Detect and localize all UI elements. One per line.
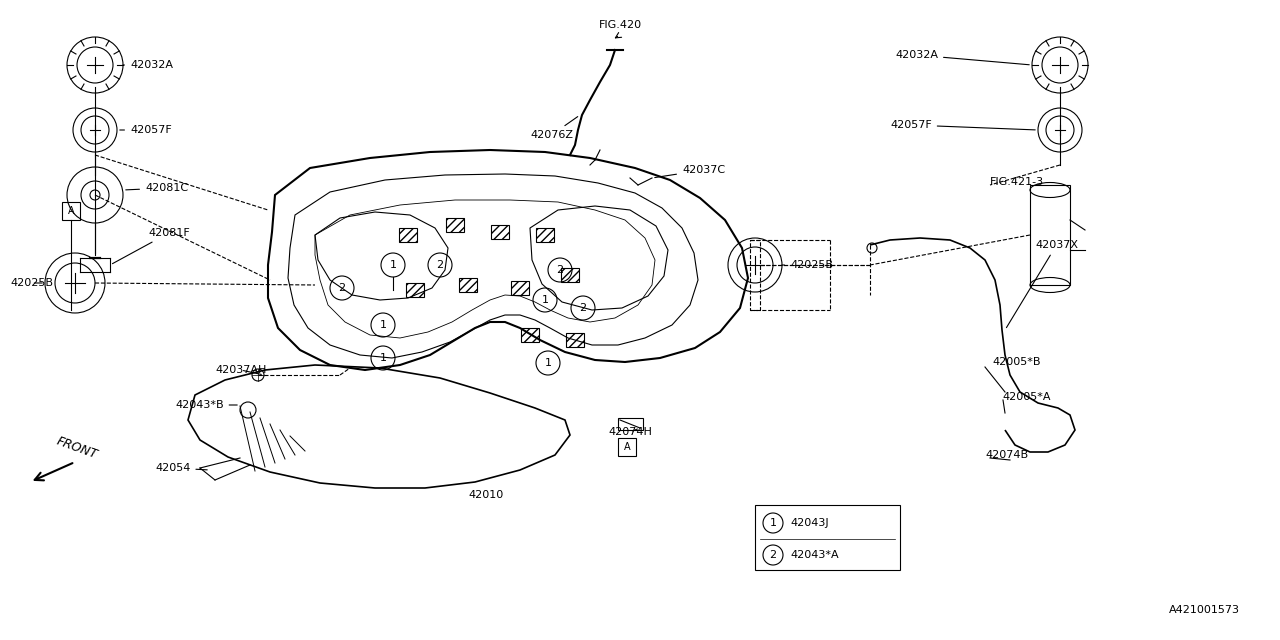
Text: 42043*A: 42043*A — [790, 550, 838, 560]
Bar — [61, 202, 81, 220]
Bar — [445, 218, 465, 232]
Text: FRONT: FRONT — [55, 434, 100, 461]
Text: A: A — [623, 442, 630, 452]
Bar — [1030, 185, 1070, 285]
Text: 42037X: 42037X — [1006, 240, 1078, 328]
Text: FIG.421-3: FIG.421-3 — [989, 177, 1044, 187]
Text: 2: 2 — [580, 303, 586, 313]
Bar — [399, 228, 417, 242]
Text: 42043J: 42043J — [790, 518, 828, 528]
Text: 42037C: 42037C — [655, 165, 726, 177]
Text: 42057F: 42057F — [120, 125, 172, 135]
Text: 1: 1 — [389, 260, 397, 270]
Text: 1: 1 — [379, 320, 387, 330]
Text: 42076Z: 42076Z — [530, 116, 577, 140]
Bar — [406, 283, 424, 297]
Bar — [521, 328, 539, 342]
Bar — [755, 505, 900, 570]
Text: A: A — [68, 206, 74, 216]
Text: 42010: 42010 — [468, 490, 503, 500]
Text: 1: 1 — [544, 358, 552, 368]
Bar — [618, 438, 636, 456]
Bar — [561, 268, 579, 282]
Text: 42005*A: 42005*A — [1002, 392, 1051, 402]
Text: 42025B: 42025B — [782, 260, 833, 270]
Text: 42025B: 42025B — [10, 278, 52, 288]
Bar — [460, 278, 477, 292]
Text: 42057F: 42057F — [890, 120, 1036, 130]
Text: 42074H: 42074H — [608, 427, 652, 437]
Text: 2: 2 — [769, 550, 777, 560]
Bar — [492, 225, 509, 239]
Text: 1: 1 — [541, 295, 549, 305]
Text: FIG.420: FIG.420 — [599, 20, 641, 30]
Text: 2: 2 — [436, 260, 444, 270]
Text: 42054: 42054 — [155, 463, 207, 473]
Bar — [511, 281, 529, 295]
Text: 1: 1 — [379, 353, 387, 363]
Text: 1: 1 — [769, 518, 777, 528]
Text: 42032A: 42032A — [895, 50, 1029, 65]
Text: 42032A: 42032A — [123, 60, 173, 70]
Text: 42037AH: 42037AH — [215, 365, 266, 375]
Text: 2: 2 — [338, 283, 346, 293]
Bar — [536, 228, 554, 242]
Bar — [618, 418, 643, 430]
Text: 2: 2 — [557, 265, 563, 275]
Text: 42081C: 42081C — [125, 183, 188, 193]
Text: 42005*B: 42005*B — [992, 357, 1041, 367]
Text: A421001573: A421001573 — [1169, 605, 1240, 615]
Text: 42043*B: 42043*B — [175, 400, 237, 410]
Bar — [566, 333, 584, 347]
Text: 42074B: 42074B — [986, 450, 1028, 460]
Text: 42081F: 42081F — [113, 228, 189, 264]
